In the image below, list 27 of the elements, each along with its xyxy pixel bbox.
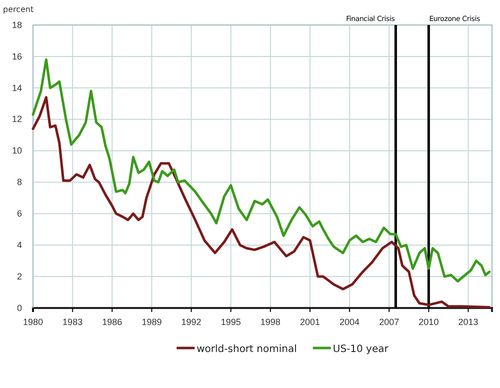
x-tick-label: 2004 — [340, 317, 360, 327]
x-tick-label: 1989 — [142, 317, 162, 327]
y-tick-label: 4 — [16, 240, 22, 250]
y-axis-title: percent — [3, 5, 34, 14]
y-tick-label: 6 — [16, 208, 22, 219]
y-tick-label: 8 — [16, 177, 22, 188]
y-tick-label: 12 — [12, 114, 22, 124]
legend-label: US-10 year — [332, 344, 390, 355]
line-series — [32, 96, 491, 308]
y-tick-label: 14 — [12, 82, 22, 93]
x-tick-label: 1998 — [260, 317, 280, 327]
x-tick-label: 2010 — [418, 317, 439, 327]
x-tick-label: 2007 — [379, 317, 400, 327]
y-tick-label: 10 — [12, 146, 22, 156]
y-tick-label: 0 — [16, 302, 22, 313]
x-tick-label: 1983 — [62, 317, 83, 327]
y-tick-label: 16 — [12, 51, 22, 62]
x-tick-label: 2013 — [458, 317, 478, 327]
y-tick-label: 18 — [12, 20, 22, 30]
x-tick-label: 1986 — [102, 317, 122, 327]
line-series — [32, 58, 491, 283]
legend-label: world-short nominal — [196, 344, 297, 355]
x-tick-label: 1995 — [220, 317, 241, 327]
x-tick-label: 1992 — [181, 317, 202, 327]
x-tick-label: 1980 — [22, 317, 44, 327]
y-tick-label: 2 — [16, 271, 22, 282]
x-tick-label: 2001 — [300, 317, 320, 327]
